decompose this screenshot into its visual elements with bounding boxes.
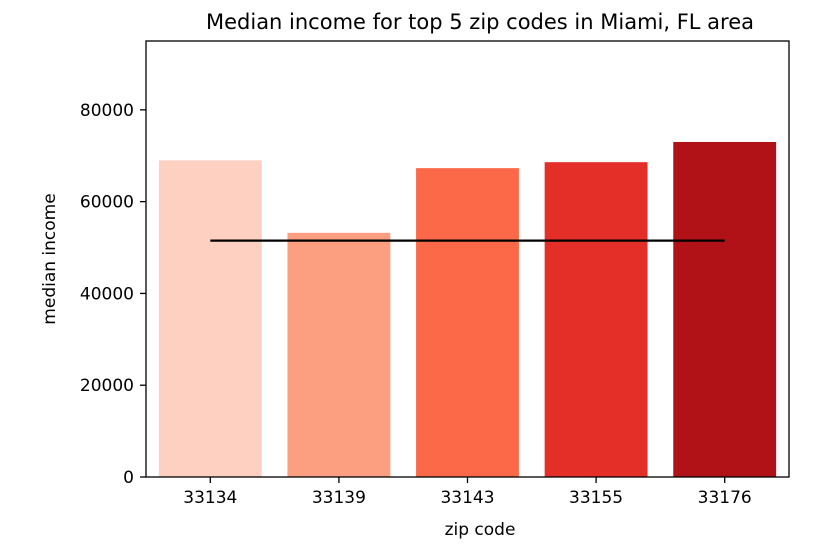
x-ticks: 33134 33139 33143 33155 33176 xyxy=(183,477,752,508)
y-tick-label: 40000 xyxy=(80,284,134,304)
y-axis-label: median income xyxy=(40,193,60,324)
x-tick-label: 33143 xyxy=(440,488,494,508)
bar-33176 xyxy=(673,141,777,477)
x-tick-label: 33139 xyxy=(312,488,366,508)
chart-title: Median income for top 5 zip codes in Mia… xyxy=(206,10,754,34)
x-axis-label: zip code xyxy=(445,520,516,540)
x-tick-label: 33155 xyxy=(569,488,623,508)
y-ticks: 0 20000 40000 60000 80000 xyxy=(80,101,146,488)
x-tick-label: 33134 xyxy=(183,488,237,508)
y-tick-label: 60000 xyxy=(80,193,134,213)
bars-group xyxy=(158,141,777,478)
x-tick-label: 33176 xyxy=(698,488,752,508)
y-tick-label: 80000 xyxy=(80,101,134,121)
bar-33134 xyxy=(158,160,262,478)
y-tick-label: 0 xyxy=(123,468,134,488)
y-tick-label: 20000 xyxy=(80,376,134,396)
bar-33139 xyxy=(287,232,391,477)
bar-33143 xyxy=(416,168,519,477)
bar-33155 xyxy=(544,162,648,477)
